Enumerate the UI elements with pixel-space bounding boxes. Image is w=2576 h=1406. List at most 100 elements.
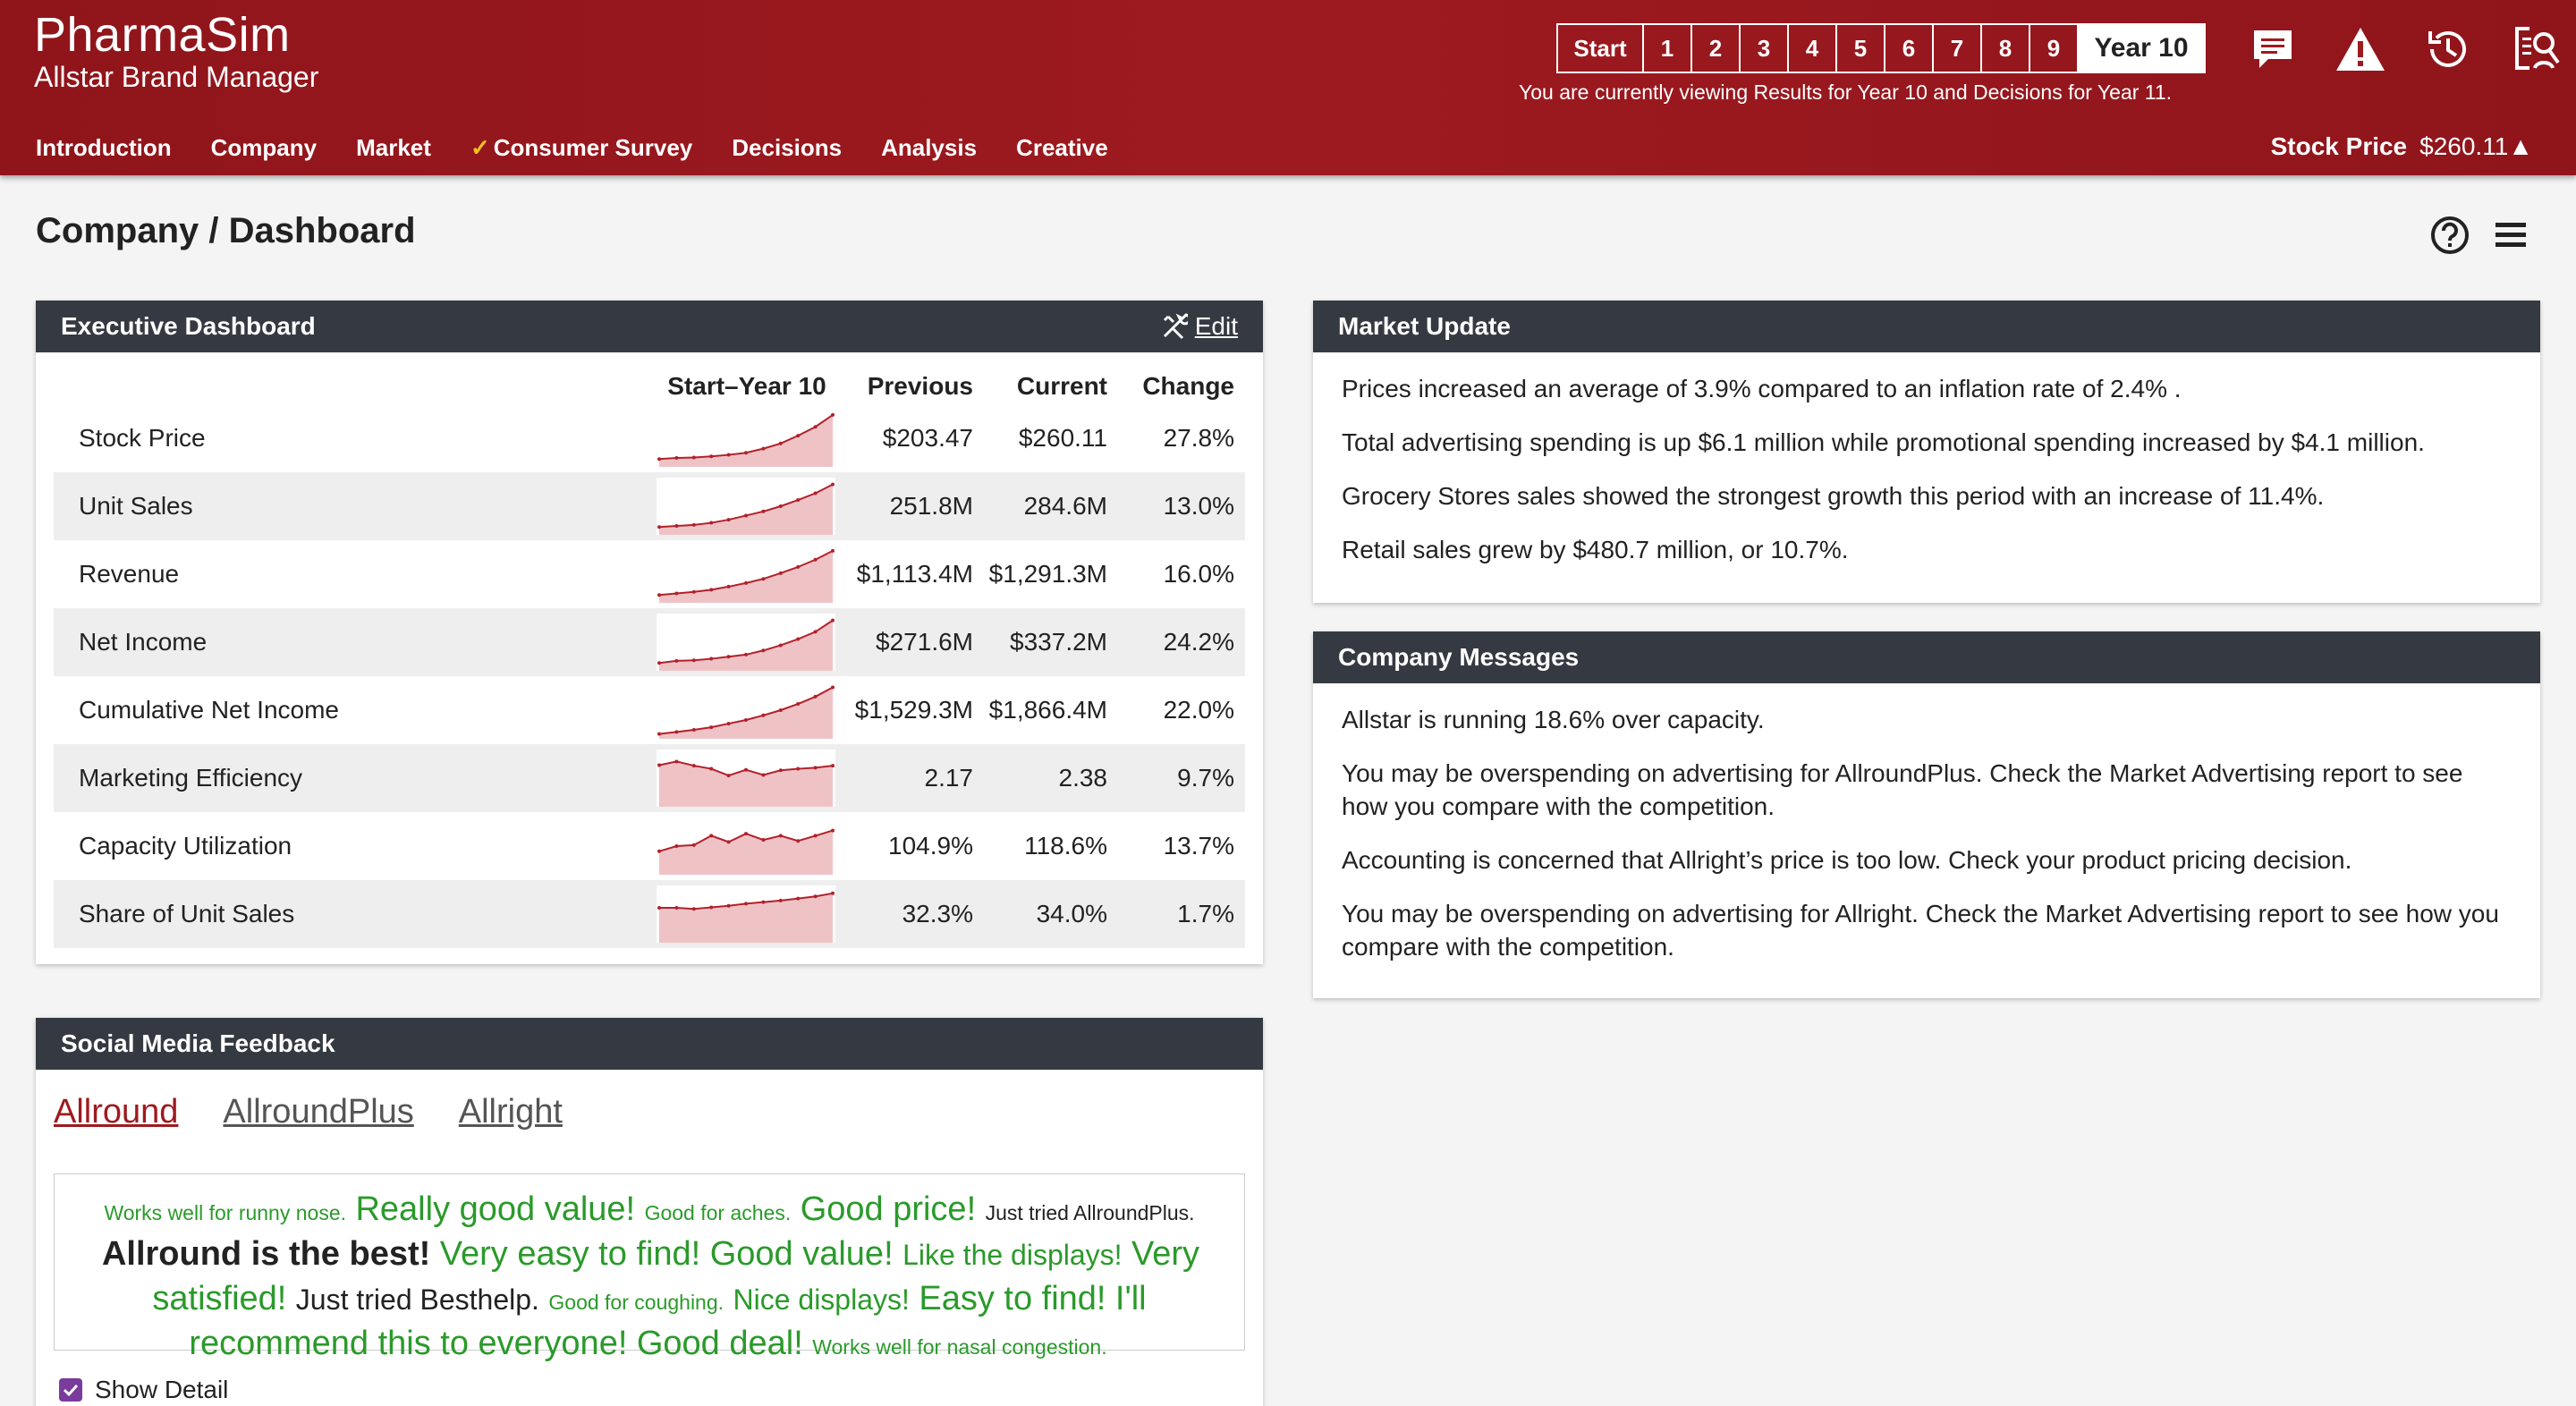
message-item: Total advertising spending is up $6.1 mi… [1342,428,2425,456]
sparkline [653,546,841,603]
sparkline-point [761,773,766,777]
previous-value: 32.3% [902,900,973,927]
sparkline-point [744,718,748,723]
hamburger-menu-icon[interactable] [2496,220,2526,250]
current-value: 34.0% [1036,900,1107,927]
sparkline-point [796,896,801,901]
sparkline-point [657,525,661,529]
sparkline-chart [657,618,835,671]
app-subtitle: Allstar Brand Manager [34,61,319,93]
sparkline-chart [657,891,835,943]
help-icon[interactable] [2429,215,2470,256]
sparkline-point [831,764,835,768]
year-button[interactable]: Start [1558,25,1644,72]
sparkline-point [674,844,679,848]
nav-item-decisions[interactable]: Decisions [732,134,842,162]
sparkline-point [778,834,783,838]
year-button[interactable]: 6 [1885,25,1934,72]
sparkline-point [674,524,679,529]
sparkline-point [778,504,783,508]
tab-allround[interactable]: Allround [54,1093,179,1131]
year-button[interactable]: Year 10 [2079,25,2204,72]
feedback-phrase: Good for coughing. [548,1291,724,1314]
previous-value: $203.47 [882,424,973,452]
feedback-phrase: I'll recommend this to everyone! [189,1280,1147,1362]
previous-value: 104.9% [888,832,973,860]
sparkline-point [778,571,783,575]
sparkline-point [709,588,714,592]
year-button[interactable]: 4 [1789,25,1837,72]
sparkline-chart [657,759,835,807]
message-item: Allstar is running 18.6% over capacity. [1342,706,1765,733]
change-value: 16.0% [1163,560,1234,588]
nav-item-market[interactable]: Market [356,134,431,162]
sparkline-point [761,509,766,513]
edit-link[interactable]: Edit [1161,312,1238,341]
sparkline-chart [657,828,835,875]
sparkline-point [691,907,696,911]
sparkline-point [674,658,679,663]
report-search-icon[interactable] [2508,21,2563,77]
sparkline-point [761,577,766,581]
sparkline-point [796,434,801,438]
year-button[interactable]: 9 [2030,25,2079,72]
show-detail-toggle[interactable]: Show Detail [59,1376,228,1404]
sparkline-point [726,453,731,457]
sparkline [653,478,841,535]
feedback-phrase: Allround is the best! [101,1235,431,1273]
previous-value: $271.6M [876,628,973,656]
nav-item-company[interactable]: Company [211,134,317,162]
chat-icon[interactable] [2245,21,2301,77]
show-detail-checkbox[interactable] [59,1378,82,1402]
market-update-title: Market Update [1338,312,1511,340]
tab-allroundplus[interactable]: AllroundPlus [223,1093,414,1131]
year-button[interactable]: 2 [1692,25,1741,72]
social-media-panel: Social Media Feedback Allround AllroundPl… [36,1018,1263,1406]
sparkline-area [659,687,833,739]
year-button[interactable]: 7 [1934,25,1982,72]
sparkline-point [744,513,748,518]
table-row: Revenue $1,113.4M $1,291.3M 16.0% [54,540,1245,608]
current-value: 2.38 [1058,764,1108,792]
sparkline-point [761,648,766,653]
year-button[interactable]: 3 [1741,25,1789,72]
sparkline-point [796,564,801,569]
current-value: $1,866.4M [988,696,1107,724]
feedback-phrase: Just tried AllroundPlus. [985,1201,1195,1224]
sparkline-point [657,849,661,853]
sparkline-box [657,546,835,603]
sparkline [653,410,841,467]
nav-item-introduction[interactable]: Introduction [36,134,172,162]
sparkline-area [659,414,833,467]
year-button[interactable]: 1 [1644,25,1692,72]
sparkline-point [709,834,714,838]
sparkline-point [691,589,696,594]
nav-item-creative[interactable]: Creative [1016,134,1108,162]
feedback-phrase: Good price! [800,1190,977,1228]
sparkline-area [659,830,833,875]
current-value: $1,291.3M [988,560,1107,588]
tab-allright[interactable]: Allright [458,1093,563,1131]
sparkline-point [796,839,801,843]
feedback-cloud: Works well for runny nose. Really good v… [54,1173,1245,1362]
sparkline-chart [657,685,835,739]
year-button[interactable]: 5 [1837,25,1885,72]
nav-item-analysis[interactable]: Analysis [881,134,977,162]
table-row: Cumulative Net Income $1,529.3M $1,866.4M 2… [54,676,1245,744]
metric-label: Net Income [79,628,208,656]
executive-dashboard-title: Executive Dashboard [61,312,316,340]
social-media-header: Social Media Feedback [36,1018,1263,1070]
feedback-phrase: Good value! [709,1235,894,1273]
dashboard-table-header: Start–Year 10 Previous Current Change [54,368,1245,404]
sparkline-box [657,750,835,807]
warning-icon[interactable] [2333,21,2388,77]
sparkline-area [659,761,833,807]
year-button[interactable]: 8 [1982,25,2030,72]
sparkline [653,682,841,739]
sparkline-point [813,694,818,699]
nav-item-consumer-survey[interactable]: ✓ Consumer Survey [470,134,692,162]
sparkline-point [761,446,766,451]
message-item: Grocery Stores sales showed the stronges… [1342,482,2325,510]
app-title: PharmaSim [34,8,291,62]
history-icon[interactable] [2420,21,2476,77]
